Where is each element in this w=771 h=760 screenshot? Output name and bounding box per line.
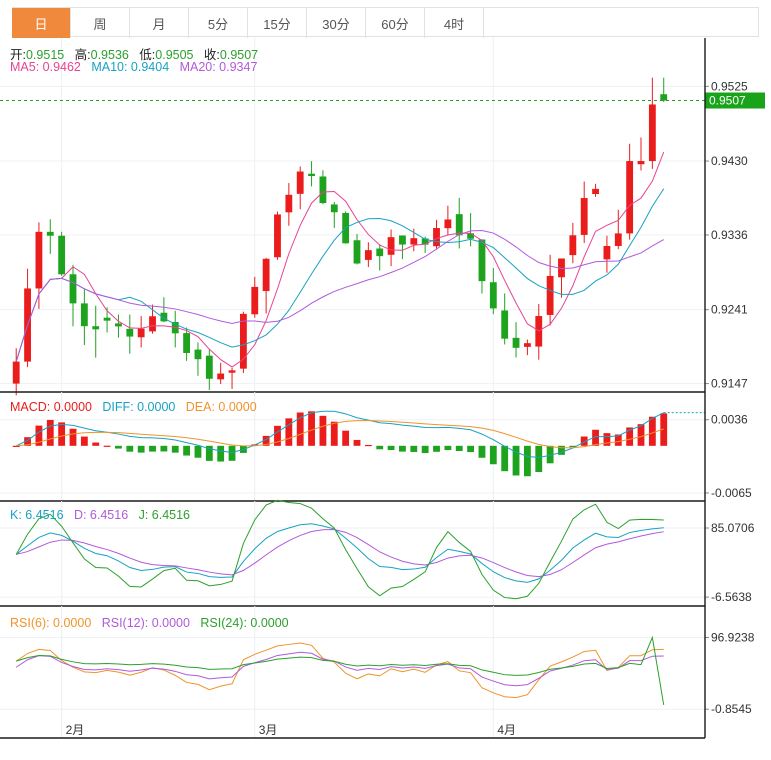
svg-text:2月: 2月 (66, 723, 85, 737)
svg-text:85.0706: 85.0706 (711, 521, 755, 535)
svg-text:0.0036: 0.0036 (711, 413, 748, 427)
svg-text:0.9507: 0.9507 (709, 94, 746, 108)
svg-text:-6.5638: -6.5638 (711, 590, 752, 604)
svg-text:0.9147: 0.9147 (711, 377, 748, 391)
svg-text:0.9336: 0.9336 (711, 228, 748, 242)
svg-text:-0.0065: -0.0065 (711, 486, 752, 500)
svg-text:3月: 3月 (259, 723, 278, 737)
svg-text:-0.8545: -0.8545 (711, 702, 752, 716)
svg-text:4月: 4月 (497, 723, 516, 737)
svg-text:0.9241: 0.9241 (711, 303, 748, 317)
svg-text:0.9525: 0.9525 (711, 79, 748, 93)
svg-text:96.9238: 96.9238 (711, 631, 755, 645)
svg-text:0.9430: 0.9430 (711, 154, 748, 168)
